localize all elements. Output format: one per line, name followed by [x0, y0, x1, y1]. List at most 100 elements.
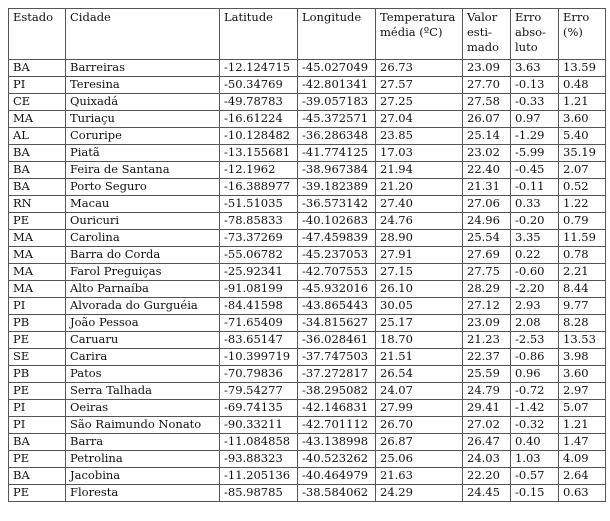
cell-cidade: Barra — [65, 433, 220, 451]
cell-erro-absoluto: -0.15 — [510, 484, 559, 502]
cell-erro-percent: 3.60 — [558, 365, 606, 383]
cell-erro-percent: 0.78 — [558, 246, 606, 264]
cell-erro-percent: 11.59 — [558, 229, 606, 247]
table-row: BA Porto Seguro -16.388977 -39.182389 21.20 2… — [8, 178, 606, 196]
cell-erro-absoluto: -1.42 — [510, 399, 559, 417]
cell-erro-percent: 13.53 — [558, 331, 606, 349]
cell-estado: BA — [8, 161, 66, 179]
cell-erro-absoluto: -2.53 — [510, 331, 559, 349]
cell-longitude: -43.138998 — [297, 433, 376, 451]
cell-temperatura: 27.04 — [375, 110, 463, 128]
cell-erro-absoluto: -0.86 — [510, 348, 559, 366]
cell-cidade: João Pessoa — [65, 314, 220, 332]
cell-erro-absoluto: -0.33 — [510, 93, 559, 111]
cell-estado: AL — [8, 127, 66, 145]
table-row: MA Turiaçu -16.61224 -45.372571 27.04 26.07 0.… — [8, 110, 606, 128]
cell-longitude: -37.747503 — [297, 348, 376, 366]
cell-erro-percent: 2.97 — [558, 382, 606, 400]
cell-latitude: -71.65409 — [219, 314, 298, 332]
cell-latitude: -83.65147 — [219, 331, 298, 349]
cell-valor-estimado: 22.20 — [462, 467, 511, 485]
cell-estado: MA — [8, 229, 66, 247]
cell-temperatura: 18.70 — [375, 331, 463, 349]
cell-cidade: Ouricuri — [65, 212, 220, 230]
table-row: PB Patos -70.79836 -37.272817 26.54 25.59 0.96… — [8, 365, 606, 383]
cell-erro-percent: 0.52 — [558, 178, 606, 196]
cell-latitude: -13.155681 — [219, 144, 298, 162]
cell-cidade: Petrolina — [65, 450, 220, 468]
cell-latitude: -16.388977 — [219, 178, 298, 196]
cell-latitude: -79.54277 — [219, 382, 298, 400]
table-row: CE Quixadá -49.78783 -39.057183 27.25 27.58 -0… — [8, 93, 606, 111]
cell-valor-estimado: 24.96 — [462, 212, 511, 230]
cell-temperatura: 24.07 — [375, 382, 463, 400]
cell-longitude: -38.295082 — [297, 382, 376, 400]
cell-valor-estimado: 23.09 — [462, 314, 511, 332]
cell-erro-absoluto: -0.11 — [510, 178, 559, 196]
cell-temperatura: 26.10 — [375, 280, 463, 298]
cell-longitude: -36.286348 — [297, 127, 376, 145]
cell-erro-absoluto: 0.40 — [510, 433, 559, 451]
cell-erro-absoluto: -5.99 — [510, 144, 559, 162]
cell-cidade: Oeiras — [65, 399, 220, 417]
cell-valor-estimado: 28.29 — [462, 280, 511, 298]
cell-temperatura: 27.40 — [375, 195, 463, 213]
table-row: MA Barra do Corda -55.06782 -45.237053 27.91… — [8, 246, 606, 264]
cell-longitude: -34.815627 — [297, 314, 376, 332]
header-erro-absoluto: Erro abso- luto — [510, 8, 559, 60]
cell-cidade: Alvorada do Gurguéia — [65, 297, 220, 315]
table-row: BA Feira de Santana -12.1962 -38.967384 21.9… — [8, 161, 606, 179]
cell-longitude: -42.701112 — [297, 416, 376, 434]
cell-estado: BA — [8, 59, 66, 77]
table-row: BA Piatã -13.155681 -41.774125 17.03 23.02 -5.… — [8, 144, 606, 162]
cell-estado: PI — [8, 76, 66, 94]
cell-latitude: -69.74135 — [219, 399, 298, 417]
cell-temperatura: 21.63 — [375, 467, 463, 485]
table-row: PE Floresta -85.98785 -38.584062 24.29 24.45-… — [8, 484, 606, 502]
cell-temperatura: 25.17 — [375, 314, 463, 332]
cell-latitude: -91.08199 — [219, 280, 298, 298]
cell-temperatura: 28.90 — [375, 229, 463, 247]
cell-erro-absoluto: 0.97 — [510, 110, 559, 128]
table-row: MA Carolina -73.37269 -47.459839 28.90 25.54 3… — [8, 229, 606, 247]
cell-valor-estimado: 27.69 — [462, 246, 511, 264]
cell-longitude: -45.932016 — [297, 280, 376, 298]
cell-cidade: Patos — [65, 365, 220, 383]
cell-estado: BA — [8, 144, 66, 162]
cell-cidade: Floresta — [65, 484, 220, 502]
cell-longitude: -45.372571 — [297, 110, 376, 128]
cell-estado: MA — [8, 110, 66, 128]
cell-estado: BA — [8, 433, 66, 451]
cell-cidade: Quixadá — [65, 93, 220, 111]
cell-erro-absoluto: -0.57 — [510, 467, 559, 485]
cell-longitude: -36.028461 — [297, 331, 376, 349]
cell-valor-estimado: 23.02 — [462, 144, 511, 162]
header-estado: Estado — [8, 8, 66, 60]
cell-longitude: -40.102683 — [297, 212, 376, 230]
cell-temperatura: 26.70 — [375, 416, 463, 434]
cell-cidade: Feira de Santana — [65, 161, 220, 179]
cell-erro-percent: 0.48 — [558, 76, 606, 94]
cell-estado: SE — [8, 348, 66, 366]
cell-estado: PE — [8, 484, 66, 502]
cell-latitude: -90.33211 — [219, 416, 298, 434]
cell-latitude: -70.79836 — [219, 365, 298, 383]
cell-cidade: Macau — [65, 195, 220, 213]
cell-estado: PI — [8, 399, 66, 417]
cell-temperatura: 24.29 — [375, 484, 463, 502]
table-row: MA Farol Preguiças -25.92341 -42.707553 27.1… — [8, 263, 606, 281]
cell-longitude: -43.865443 — [297, 297, 376, 315]
cell-latitude: -25.92341 — [219, 263, 298, 281]
cell-erro-percent: 8.44 — [558, 280, 606, 298]
header-latitude: Latitude — [219, 8, 298, 60]
cell-erro-absoluto: -0.60 — [510, 263, 559, 281]
cell-erro-absoluto: -0.13 — [510, 76, 559, 94]
cell-estado: MA — [8, 280, 66, 298]
cell-valor-estimado: 26.07 — [462, 110, 511, 128]
cell-temperatura: 26.87 — [375, 433, 463, 451]
cell-valor-estimado: 25.14 — [462, 127, 511, 145]
cell-cidade: Serra Talhada — [65, 382, 220, 400]
cell-estado: MA — [8, 263, 66, 281]
cell-longitude: -47.459839 — [297, 229, 376, 247]
cell-temperatura: 25.06 — [375, 450, 463, 468]
